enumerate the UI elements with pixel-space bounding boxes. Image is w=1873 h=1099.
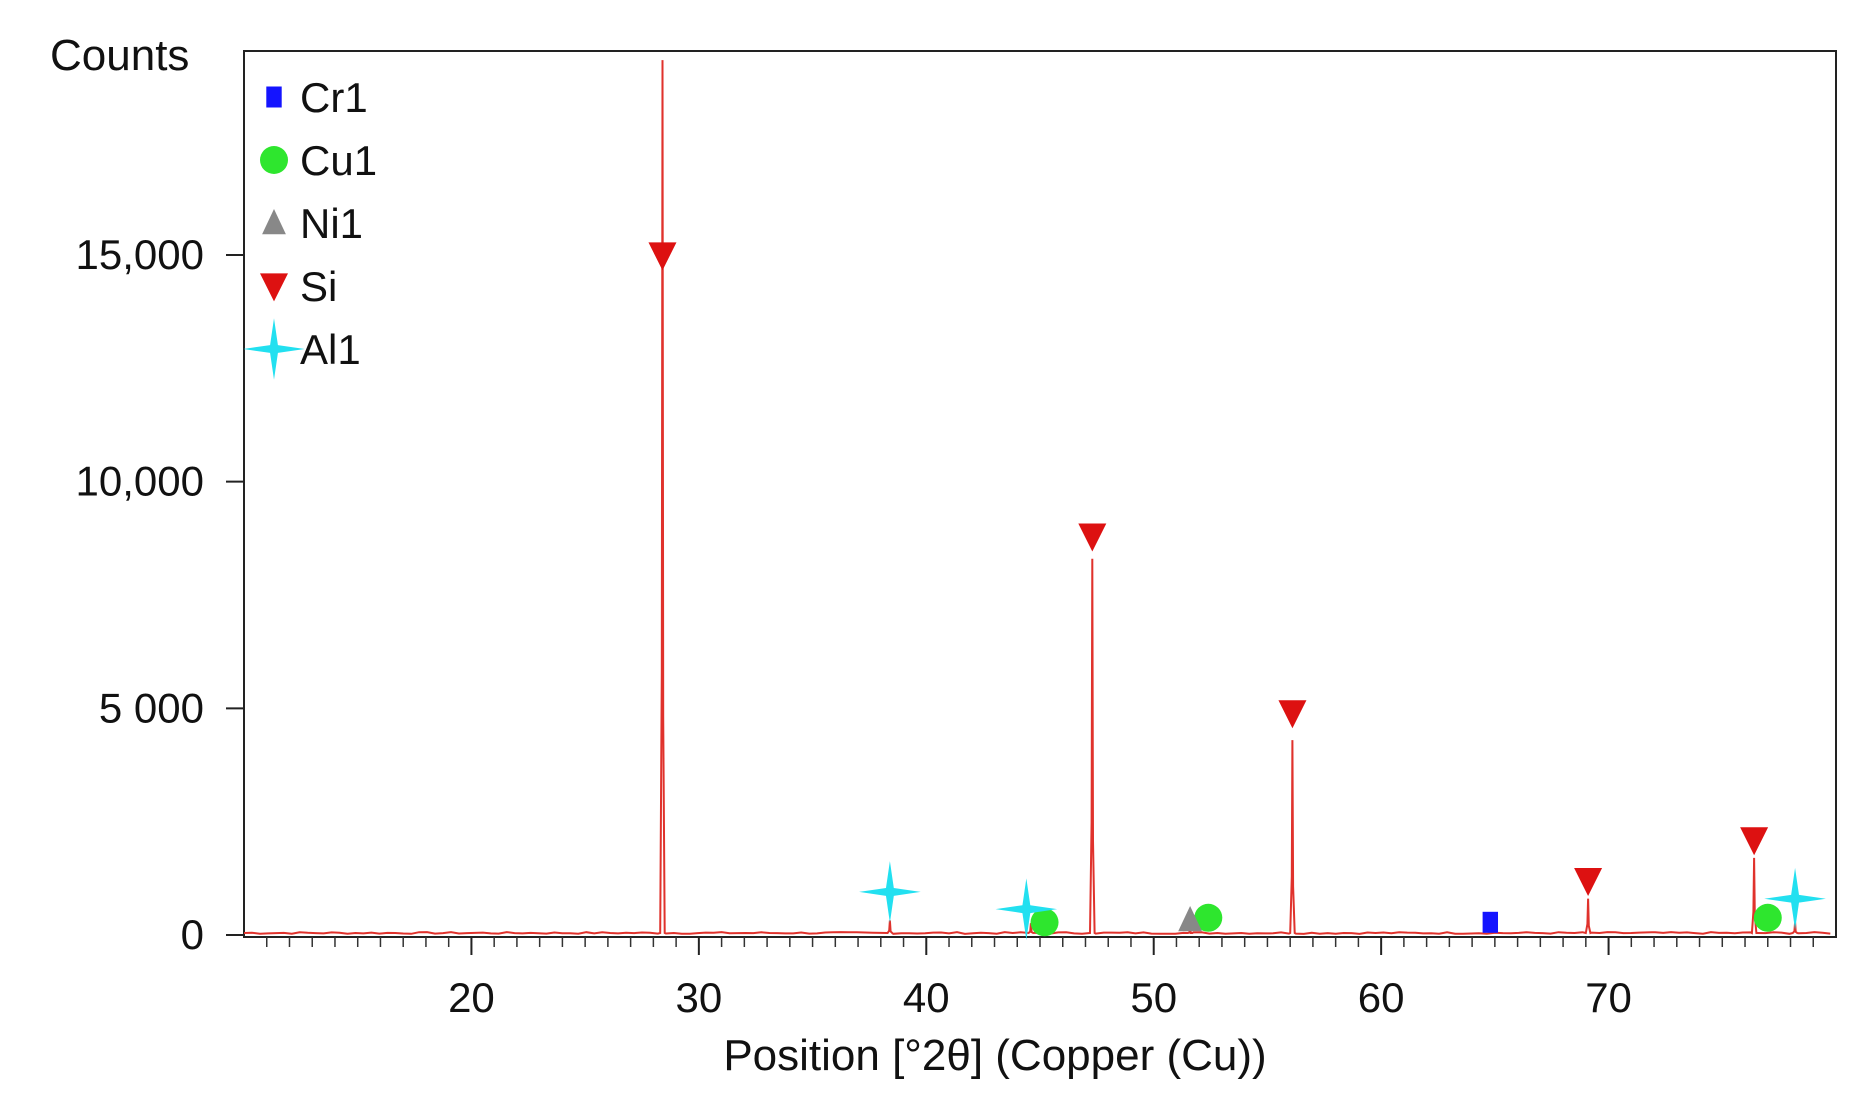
- legend: Cr1 Cu1 Ni1 Si Al1: [243, 74, 377, 380]
- legend-label: Al1: [300, 326, 361, 373]
- x-axis-label: Position [°2θ] (Copper (Cu)): [723, 1031, 1266, 1080]
- legend-label: Ni1: [300, 200, 363, 247]
- marker-ni1: [1178, 906, 1203, 932]
- marker-si: [648, 242, 677, 271]
- legend-marker-cu1: [260, 146, 288, 174]
- y-tick-label: 5 000: [99, 684, 204, 731]
- legend-label: Cu1: [300, 137, 377, 184]
- marker-al1: [1764, 867, 1826, 930]
- legend-label: Cr1: [300, 74, 368, 121]
- legend-marker-ni1: [262, 209, 286, 235]
- marker-al1: [995, 878, 1058, 940]
- marker-si: [1574, 868, 1603, 896]
- y-tick-label: 0: [181, 911, 204, 958]
- plot-frame: [243, 50, 1837, 938]
- legend-label: Si: [300, 263, 337, 310]
- pattern-line: [243, 60, 1831, 935]
- marker-cu1: [1753, 903, 1782, 932]
- phase-markers: [648, 242, 1826, 940]
- y-axis-label: Counts: [50, 31, 189, 80]
- marker-si: [1740, 827, 1769, 856]
- y-tick-label: 10,000: [76, 458, 204, 505]
- diffraction-pattern: [243, 60, 1831, 935]
- marker-cu1: [1030, 908, 1059, 937]
- legend-marker-si: [260, 273, 288, 302]
- x-tick-label: 60: [1358, 974, 1405, 1021]
- x-tick-label: 70: [1585, 974, 1632, 1021]
- x-tick-label: 50: [1130, 974, 1177, 1021]
- ticks-layer: 20 30 40 50 60 70 0 5 000 10,000 15,000: [76, 231, 1815, 1021]
- x-tick-label: 40: [903, 974, 950, 1021]
- marker-si: [1278, 700, 1307, 729]
- y-tick-label: 15,000: [76, 231, 204, 278]
- legend-marker-al1: [243, 318, 305, 380]
- x-tick-label: 20: [448, 974, 495, 1021]
- marker-cu1: [1194, 903, 1223, 932]
- legend-marker-cr1: [266, 86, 282, 108]
- x-tick-label: 30: [675, 974, 722, 1021]
- marker-al1: [859, 861, 921, 923]
- marker-cr1: [1482, 911, 1499, 933]
- marker-si: [1078, 523, 1107, 552]
